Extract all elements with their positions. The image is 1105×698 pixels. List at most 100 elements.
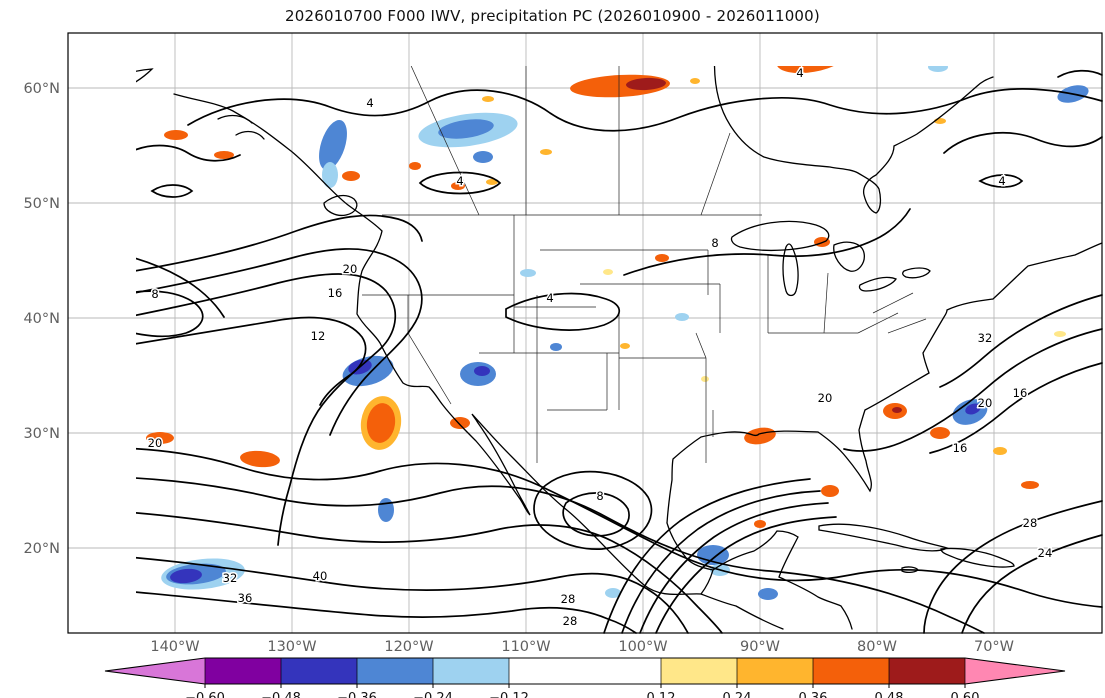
anomaly-patch [132,37,164,51]
contour-label: 32 [978,331,993,345]
anomaly-patch [474,366,490,376]
contour-label: 28 [563,614,578,628]
state-border-path [823,272,829,334]
contour-label: 40 [313,569,328,583]
anomaly-patch [319,119,347,171]
iwv-contour-path [136,214,423,272]
contour-label: 20 [148,436,163,450]
anomaly-patch [164,130,188,140]
anomaly-patch [438,119,494,139]
iwv-contour-path [136,477,985,634]
anomaly-patch [214,151,234,159]
anomaly-patch [754,520,766,528]
y-tick-label: 20°N [23,541,60,557]
anomaly-patch [655,254,669,262]
contour-label: 36 [238,591,253,605]
colorbar-tick-label: 0.60 [951,691,980,698]
iwv-contour-path [939,294,1103,388]
anomaly-patch [965,403,981,415]
anomaly-patch [701,376,709,382]
anomaly-patch [520,269,536,277]
anomaly-patch [993,447,1007,455]
coastline-path [217,114,265,140]
anomaly-patch [892,407,902,413]
iwv-contour-path [150,184,194,198]
coastline-path [666,522,714,571]
contour-label: 24 [88,456,103,470]
contour-label: 28 [561,592,576,606]
contour-label: 16 [953,441,968,455]
x-tick-label: 130°W [267,639,316,655]
anomaly-patch [86,352,133,383]
iwv-contour-path [961,534,1103,634]
anomaly-patch [378,498,394,522]
y-tick-label: 30°N [23,426,60,442]
state-border-path [700,132,731,216]
anomaly-patch [342,171,360,181]
anomaly-patch [603,269,613,275]
coastline-path [323,194,358,217]
anomaly-patch [744,427,776,445]
colorbar-tick-label: −0.48 [261,691,301,698]
anomaly-patch [803,46,837,65]
coastline-path [818,523,949,552]
colorbar-segment [357,658,433,684]
anomaly-patch [1054,331,1066,337]
contour-label: 40 [103,583,118,597]
anomaly-patch [776,66,848,74]
iwv-contour-path [603,478,811,634]
iwv-contour-path [418,171,502,195]
state-border-path [410,66,480,216]
y-tick-label: 50°N [23,196,60,212]
iwv-contour-path [923,500,1103,634]
anomaly-patch [89,128,113,138]
colorbar-segment [661,658,737,684]
colorbar-segment [889,658,965,684]
anomaly-patch [342,355,394,387]
contour-label: 4 [366,96,373,110]
contour-label: 24 [1038,546,1053,560]
iwv-contour-path [136,447,1103,608]
contour-label: 8 [596,489,603,503]
anomaly-patch [322,162,338,188]
anomaly-patch [758,588,778,600]
iwv-contour-path [136,556,689,634]
colorbar-segment [433,658,509,684]
colorbar-tick-label: −0.24 [413,691,453,698]
iwv-contour-path [136,290,204,338]
contour-label: 12 [311,329,326,343]
iwv-contour-path [929,362,1103,454]
x-tick-label: 110°W [501,639,550,655]
contour-label: 4 [456,174,463,188]
anomaly-patch [486,179,498,185]
contour-label: 32 [223,571,238,585]
iwv-contour-path [623,208,911,276]
contour-label: 16 [328,286,343,300]
iwv-contour-path [533,470,653,550]
iwv-contour-path [136,273,397,546]
coastline-path [833,241,865,272]
iwv-contour-path [505,292,621,331]
anomaly-patch [605,588,621,598]
state-border-path [695,332,707,463]
x-tick-label: 80°W [857,639,897,655]
iwv-contour-path [136,257,225,318]
coastline-path [782,243,799,297]
state-border-path [857,312,899,334]
contour-label: 20 [818,391,833,405]
colorbar-tick-label: −0.60 [185,691,225,698]
iwv-contour-path [621,490,821,634]
contour-label: 8 [151,287,158,301]
anomaly-patch [550,343,562,351]
y-tick-label: 60°N [23,81,60,97]
colorbar-under-arrow [105,658,205,684]
x-tick-label: 70°W [974,639,1014,655]
iwv-contour-path [136,316,367,406]
colorbar-segment [205,658,281,684]
anomaly-patch [540,149,552,155]
colorbar-over-arrow [965,658,1065,684]
iwv-contour-path [136,591,637,634]
anomaly-patch [675,313,689,321]
